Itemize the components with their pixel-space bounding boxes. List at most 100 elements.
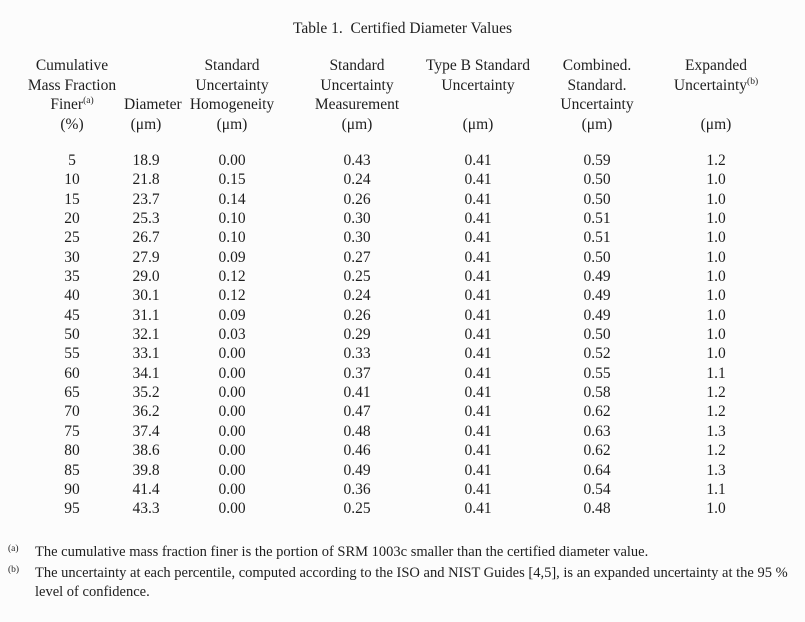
footnote-marker: (a) [8, 543, 19, 554]
table-cell: 38.6 [132, 442, 160, 460]
table-cell: 1.1 [706, 364, 726, 382]
table-cell: 26.7 [132, 229, 160, 247]
table-row: 50 32.1 0.03 0.29 0.41 0.50 1.0 [20, 325, 776, 344]
table-cell: 1.2 [706, 403, 726, 421]
table-cell: 0.50 [583, 171, 611, 189]
table-cell: 0.00 [218, 422, 246, 440]
header-cell-diameter: Diameter (μm) [124, 96, 182, 133]
table-cell: 0.51 [583, 229, 611, 247]
table-cell: 0.15 [218, 171, 246, 189]
table-row: 5 18.9 0.00 0.43 0.41 0.59 1.2 [20, 151, 776, 170]
table-row: 65 35.2 0.00 0.41 0.41 0.58 1.2 [20, 383, 776, 402]
table-cell: 0.33 [343, 345, 371, 363]
table-row: 80 38.6 0.00 0.46 0.41 0.62 1.2 [20, 441, 776, 460]
table-cell: 0.64 [583, 461, 611, 479]
table-cell: 0.54 [583, 480, 611, 498]
header-cell-combined-standard-uncertainty: Combined. Standard. Uncertainty (μm) [560, 57, 634, 133]
table-row: 10 21.8 0.15 0.24 0.41 0.50 1.0 [20, 170, 776, 189]
table-row: 90 41.4 0.00 0.36 0.41 0.54 1.1 [20, 480, 776, 499]
table-row: 60 34.1 0.00 0.37 0.41 0.55 1.1 [20, 364, 776, 383]
table-row: 20 25.3 0.10 0.30 0.41 0.51 1.0 [20, 209, 776, 228]
table-cell: 1.0 [706, 210, 726, 228]
table-cell: 0.49 [583, 306, 611, 324]
table-cell: 0.41 [464, 229, 492, 247]
footnote-a: (a) The cumulative mass fraction finer is… [8, 540, 793, 562]
table-cell: 35.2 [132, 384, 160, 402]
table-row: 70 36.2 0.00 0.47 0.41 0.62 1.2 [20, 402, 776, 421]
table-cell: 0.41 [464, 384, 492, 402]
header-cell-cumulative-mass-fraction-finer: Cumulative Mass Fraction Finer(a) (%) [27, 57, 117, 133]
table-cell: 0.00 [218, 461, 246, 479]
footnote-b: (b) The uncertainty at each percentile, c… [8, 561, 793, 602]
footnote-marker: (b) [8, 565, 20, 576]
table-row: 85 39.8 0.00 0.49 0.41 0.64 1.3 [20, 461, 776, 480]
table-row: 40 30.1 0.12 0.24 0.41 0.49 1.0 [20, 286, 776, 305]
table-cell: 41.4 [132, 480, 160, 498]
table-cell: 0.59 [583, 152, 611, 169]
table-cell: 0.41 [464, 268, 492, 286]
table-cell: 45 [64, 306, 80, 324]
table-header: Cumulative Mass Fraction Finer(a) (%) Diamet… [20, 56, 776, 151]
table-cell: 0.46 [343, 442, 371, 460]
table-cell: 0.43 [343, 152, 371, 169]
table-cell: 0.09 [218, 248, 246, 266]
table-cell: 37.4 [132, 422, 160, 440]
table-cell: 0.03 [218, 326, 246, 344]
header-cell-standard-uncertainty-measurement: Standard Uncertainty Measurement (μm) [314, 57, 400, 133]
table-cell: 0.14 [218, 190, 246, 208]
table-cell: 27.9 [132, 248, 160, 266]
table-cell: 0.48 [343, 422, 371, 440]
table-cell: 1.0 [706, 306, 726, 324]
header-row: Cumulative Mass Fraction Finer(a) (%) Diamet… [20, 56, 776, 151]
table-cell: 85 [64, 461, 80, 479]
table-cell: 0.49 [343, 461, 371, 479]
table-cell: 0.55 [583, 364, 611, 382]
table-cell: 33.1 [132, 345, 160, 363]
table-cell: 0.41 [464, 306, 492, 324]
table-cell: 0.41 [464, 210, 492, 228]
table-cell: 25.3 [132, 210, 160, 228]
footnote-ref: (b) [747, 76, 759, 87]
table-cell: 0.50 [583, 248, 611, 266]
table-row: 15 23.7 0.14 0.26 0.41 0.50 1.0 [20, 190, 776, 209]
header-cell-standard-uncertainty-homogeneity: Standard Uncertainty Homogeneity (μm) [189, 57, 275, 133]
table-cell: 0.41 [464, 345, 492, 363]
table-cell: 0.63 [583, 422, 611, 440]
table-cell: 0.00 [218, 480, 246, 498]
table-cell: 0.41 [464, 287, 492, 305]
table-cell: 20 [64, 210, 80, 228]
table-cell: 29.0 [132, 268, 160, 286]
table-cell: 0.25 [343, 500, 371, 518]
table-cell: 35 [64, 268, 80, 286]
table-cell: 21.8 [132, 171, 160, 189]
table-cell: 1.2 [706, 384, 726, 402]
document-page: Table 1. Certified Diameter Values Cumul… [0, 21, 805, 622]
table-cell: 55 [64, 345, 80, 363]
table-cell: 32.1 [132, 326, 160, 344]
table-cell: 75 [64, 422, 80, 440]
table-cell: 0.25 [343, 268, 371, 286]
table-cell: 0.49 [583, 287, 611, 305]
table-cell: 65 [64, 384, 80, 402]
table-cell: 50 [64, 326, 80, 344]
table-cell: 15 [64, 190, 80, 208]
table-cell: 0.62 [583, 403, 611, 421]
table-cell: 0.58 [583, 384, 611, 402]
table-cell: 0.50 [583, 190, 611, 208]
table-cell: 0.41 [464, 326, 492, 344]
table-cell: 0.00 [218, 152, 246, 169]
table-cell: 0.41 [343, 384, 371, 402]
table-row: 75 37.4 0.00 0.48 0.41 0.63 1.3 [20, 422, 776, 441]
table-cell: 0.41 [464, 422, 492, 440]
certified-diameter-table: Cumulative Mass Fraction Finer(a) (%) Diamet… [20, 56, 776, 519]
table-cell: 0.41 [464, 364, 492, 382]
table-cell: 23.7 [132, 190, 160, 208]
table-cell: 90 [64, 480, 80, 498]
table-cell: 0.00 [218, 345, 246, 363]
table-cell: 0.30 [343, 229, 371, 247]
table-cell: 1.2 [706, 442, 726, 460]
table-cell: 0.49 [583, 268, 611, 286]
table-cell: 0.30 [343, 210, 371, 228]
table-cell: 31.1 [132, 306, 160, 324]
table-body: 5 18.9 0.00 0.43 0.41 0.59 1.2 10 21.8 0.15 0.24 0.… [20, 151, 776, 519]
